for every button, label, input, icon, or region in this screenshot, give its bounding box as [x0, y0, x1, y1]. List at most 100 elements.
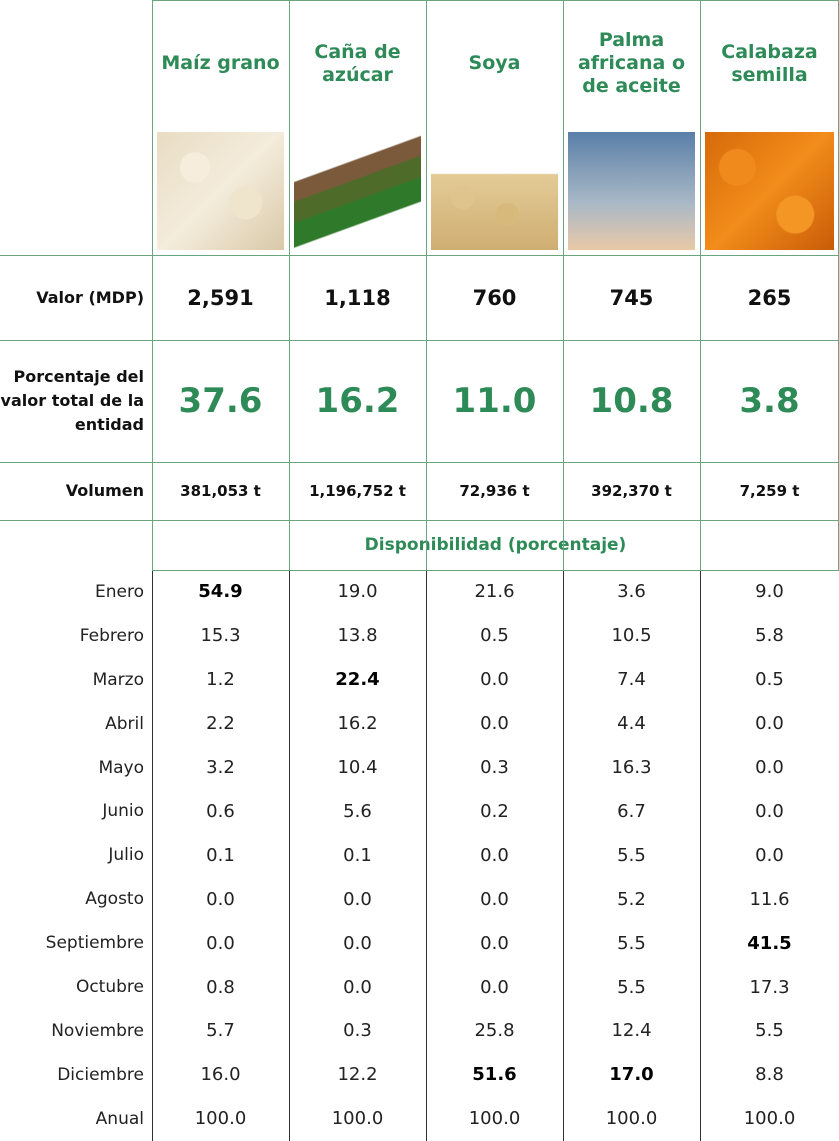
month-value: 0.5	[426, 614, 563, 658]
page: Maíz granoCaña de azúcarSoyaPalma africa…	[0, 0, 839, 1141]
row-label: Volumen	[0, 462, 152, 520]
month-value: 1.2	[152, 658, 289, 702]
rule	[0, 340, 839, 341]
month-value: 5.5	[563, 921, 700, 965]
month-value: 11.6	[700, 877, 839, 921]
month-value: 0.0	[426, 921, 563, 965]
percent-cell: 37.6	[152, 340, 289, 462]
month-value: 100.0	[700, 1097, 839, 1141]
month-label: Abril	[0, 702, 152, 746]
month-value: 0.0	[426, 965, 563, 1009]
rule	[152, 0, 839, 1]
rule	[563, 0, 564, 570]
month-value: 2.2	[152, 702, 289, 746]
month-value: 100.0	[152, 1097, 289, 1141]
rule	[0, 255, 839, 256]
volume-cell: 381,053 t	[152, 462, 289, 520]
month-value: 0.0	[289, 921, 426, 965]
month-value: 15.3	[152, 614, 289, 658]
percent-cell: 10.8	[563, 340, 700, 462]
rule	[0, 462, 839, 463]
value-cell: 2,591	[152, 255, 289, 340]
product-name: Soya	[426, 0, 563, 127]
volume-cell: 72,936 t	[426, 462, 563, 520]
month-value: 9.0	[700, 570, 839, 614]
product-image	[157, 132, 284, 250]
product-name: Palma africana o de aceite	[563, 0, 700, 127]
section-title: Disponibilidad (porcentaje)	[152, 520, 839, 570]
month-value: 5.6	[289, 790, 426, 834]
month-value: 0.0	[426, 833, 563, 877]
month-value: 3.6	[563, 570, 700, 614]
month-value: 0.0	[289, 877, 426, 921]
value-cell: 745	[563, 255, 700, 340]
month-value: 8.8	[700, 1053, 839, 1097]
product-image	[431, 132, 558, 250]
month-label: Anual	[0, 1097, 152, 1141]
product-name: Maíz grano	[152, 0, 289, 127]
month-value: 16.2	[289, 702, 426, 746]
volume-cell: 7,259 t	[700, 462, 839, 520]
month-value: 17.3	[700, 965, 839, 1009]
month-label: Diciembre	[0, 1053, 152, 1097]
product-name: Calabaza semilla	[700, 0, 839, 127]
percent-cell: 3.8	[700, 340, 839, 462]
month-value: 0.3	[426, 746, 563, 790]
row-label: Porcentaje del valor total de la entidad	[0, 340, 152, 462]
value-cell: 265	[700, 255, 839, 340]
volume-cell: 1,196,752 t	[289, 462, 426, 520]
volume-cell: 392,370 t	[563, 462, 700, 520]
month-value: 0.6	[152, 790, 289, 834]
product-image	[568, 132, 695, 250]
month-value: 16.3	[563, 746, 700, 790]
rule	[563, 570, 564, 1141]
month-value: 0.0	[426, 702, 563, 746]
product-name: Caña de azúcar	[289, 0, 426, 127]
month-value: 0.5	[700, 658, 839, 702]
month-value: 7.4	[563, 658, 700, 702]
month-value: 51.6	[426, 1053, 563, 1097]
month-value: 0.1	[152, 833, 289, 877]
month-value: 0.0	[152, 921, 289, 965]
month-value: 0.0	[426, 877, 563, 921]
month-value: 6.7	[563, 790, 700, 834]
rule	[426, 570, 427, 1141]
month-value: 10.4	[289, 746, 426, 790]
rule	[700, 0, 701, 570]
month-value: 0.0	[426, 658, 563, 702]
rule	[289, 570, 290, 1141]
month-value: 5.5	[563, 965, 700, 1009]
month-value: 4.4	[563, 702, 700, 746]
month-value: 12.4	[563, 1009, 700, 1053]
month-value: 5.5	[700, 1009, 839, 1053]
month-value: 5.2	[563, 877, 700, 921]
month-label: Noviembre	[0, 1009, 152, 1053]
product-image	[294, 132, 421, 250]
month-label: Julio	[0, 833, 152, 877]
month-value: 5.7	[152, 1009, 289, 1053]
month-value: 21.6	[426, 570, 563, 614]
month-label: Junio	[0, 790, 152, 834]
month-value: 0.0	[700, 702, 839, 746]
value-cell: 1,118	[289, 255, 426, 340]
month-value: 41.5	[700, 921, 839, 965]
month-value: 10.5	[563, 614, 700, 658]
rule	[152, 570, 153, 1141]
month-value: 0.1	[289, 833, 426, 877]
value-cell: 760	[426, 255, 563, 340]
month-value: 12.2	[289, 1053, 426, 1097]
month-value: 3.2	[152, 746, 289, 790]
month-value: 0.0	[700, 833, 839, 877]
month-label: Octubre	[0, 965, 152, 1009]
month-label: Enero	[0, 570, 152, 614]
month-value: 0.2	[426, 790, 563, 834]
percent-cell: 16.2	[289, 340, 426, 462]
month-value: 5.5	[563, 833, 700, 877]
month-value: 100.0	[563, 1097, 700, 1141]
month-value: 54.9	[152, 570, 289, 614]
month-value: 0.3	[289, 1009, 426, 1053]
rule	[426, 0, 427, 570]
month-label: Septiembre	[0, 921, 152, 965]
month-label: Febrero	[0, 614, 152, 658]
month-value: 25.8	[426, 1009, 563, 1053]
